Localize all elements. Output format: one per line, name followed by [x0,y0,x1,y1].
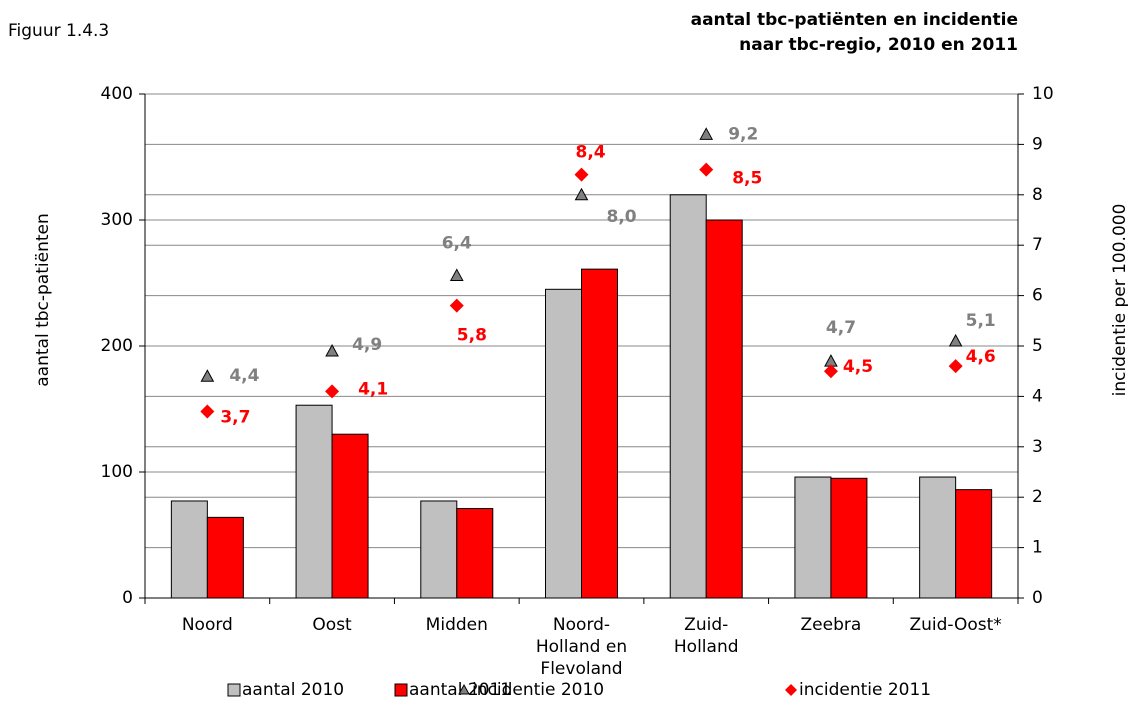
data-label: 8,5 [732,169,762,189]
chart-title: naar tbc-regio, 2010 en 2011 [739,35,1018,55]
y-axis-title: aantal tbc-patiënten [33,213,53,387]
bar [206,516,244,599]
data-label: 4,7 [826,318,856,338]
legend-label: incidentie 2010 [472,680,604,700]
marker [699,162,714,177]
data-label: 5,8 [457,326,487,346]
marker [948,333,963,347]
bar [955,489,993,599]
x-tick-label: Oost [312,615,352,635]
data-label: 5,1 [966,311,996,331]
bar [331,433,369,599]
legend-label: aantal 2010 [242,680,344,700]
bar [830,477,868,599]
bar [581,268,618,599]
marker [200,404,215,419]
y-tick-label: 400 [101,84,133,104]
x-tick-label: Midden [426,615,488,635]
x-tick-label: Noord- [553,615,610,635]
legend-marker [458,683,470,695]
x-tick-label: Zeebra [801,615,862,635]
y-tick-label: 300 [101,210,133,230]
data-label: 8,4 [576,143,606,163]
marker [823,364,838,379]
data-label: 4,9 [352,335,382,355]
marker [948,359,963,374]
bar [669,194,707,599]
data-label: 9,2 [728,124,758,144]
y2-tick-label: 0 [1032,588,1043,608]
bar [705,219,743,599]
y2-tick-label: 1 [1032,538,1043,558]
y-tick-label: 200 [101,336,133,356]
data-label: 4,5 [843,357,873,377]
chart-title: aantal tbc-patiënten en incidentie [691,10,1018,30]
marker [699,127,714,140]
data-label: 6,4 [442,233,472,253]
marker [325,343,339,357]
y2-tick-label: 8 [1032,185,1043,205]
marker [200,369,215,382]
y2-tick-label: 2 [1032,487,1043,507]
y2-tick-label: 9 [1032,134,1043,154]
data-label: 4,1 [358,379,388,399]
y2-axis-title: incidentie per 100.000 [1110,204,1128,397]
y-tick-label: 0 [122,588,133,608]
data-label: 4,6 [966,347,996,367]
marker [449,298,464,313]
y2-tick-label: 7 [1032,235,1043,255]
figure-label: Figuur 1.4.3 [8,21,109,41]
marker [574,187,589,201]
marker [449,268,464,281]
x-tick-label: Zuid- [684,615,728,635]
marker [325,384,340,399]
x-tick-label: Noord [182,615,233,635]
y2-tick-label: 4 [1032,386,1043,406]
x-tick-label: Flevoland [540,659,622,679]
legend-swatch [227,683,241,697]
data-label: 3,7 [220,408,250,428]
y2-tick-label: 10 [1032,84,1054,104]
data-label: 4,4 [229,366,259,386]
x-tick-label: Holland [674,637,739,657]
bar [295,404,333,599]
bar [794,476,832,599]
y2-tick-label: 5 [1032,336,1043,356]
marker [574,167,589,182]
x-tick-label: Zuid-Oost* [909,615,1001,635]
x-tick-label: Holland en [536,637,627,657]
legend-label: aantal 2011 [409,680,511,700]
bar [456,508,494,599]
bar [919,476,957,599]
bar [420,500,458,599]
bar [170,500,208,599]
data-label: 8,0 [607,207,637,227]
legend-swatch [394,683,408,697]
y-tick-label: 100 [101,462,133,482]
y2-tick-label: 6 [1032,286,1043,306]
y2-tick-label: 3 [1032,437,1043,457]
legend-label: incidentie 2011 [799,680,931,700]
legend-marker [785,684,797,696]
bar [545,288,582,599]
